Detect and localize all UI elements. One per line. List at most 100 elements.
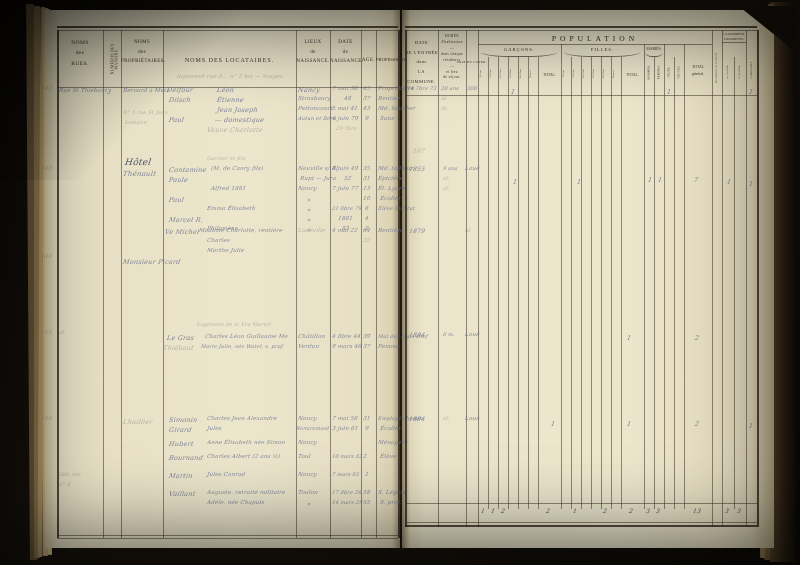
handwriting-entry: Thiébaut — [162, 344, 195, 352]
handwriting-entry: id. — [440, 96, 449, 102]
handwriting-entry: Rentière — [377, 228, 405, 234]
handwriting-entry: Loué — [464, 332, 481, 338]
handwriting-entry: Lhuillier — [122, 418, 154, 426]
handwriting-entry: id. — [442, 186, 451, 192]
handwriting-entry: Charles Albert (2 ans ½) — [206, 454, 281, 460]
rule-line — [528, 57, 529, 509]
handwriting-entry: Nancy — [297, 86, 321, 94]
handwriting-entry: 146 — [40, 416, 53, 422]
handwriting-entry: S. Légion — [377, 490, 407, 496]
col-header-date-naissance: DATE de NAISSANCE. — [330, 40, 364, 64]
rule-line — [296, 30, 297, 538]
age-bracket-label: 20 à 30 ans — [519, 69, 522, 79]
handwriting-entry: 1 — [572, 508, 578, 515]
handwriting-entry: 2 — [545, 508, 551, 515]
handwriting-entry: 2 — [628, 508, 634, 515]
col-header-loyer: PRIX DU LOYER. — [457, 59, 487, 64]
header-annotation: logement rue d… n° 2 bis — Vosges — [176, 74, 284, 80]
handwriting-entry: 1881 — [337, 216, 354, 222]
handwriting-entry: » — [306, 206, 312, 214]
handwriting-entry: 144 — [40, 254, 53, 260]
handwriting-entry: 13 — [362, 186, 371, 192]
filles-total-header: TOTAL. — [626, 73, 639, 77]
handwriting-entry: 9 — [364, 116, 370, 122]
handwriting-entry: 142 — [40, 86, 53, 92]
veuves-header: VEUVES. — [676, 65, 681, 79]
classe1-header: 1re CLASSE. — [726, 64, 729, 80]
rule-line — [488, 57, 489, 509]
handwriting-entry: — domestique — [214, 116, 265, 124]
handwriting-entry: 31 — [362, 176, 371, 182]
handwriting-entry: Écolier — [379, 426, 402, 432]
handwriting-entry: 20 ans — [440, 86, 460, 92]
page-edge — [34, 6, 40, 558]
garnisaires-header: GARNISAIRES. — [750, 60, 753, 79]
rule-line — [398, 30, 400, 538]
rule-line — [722, 42, 746, 43]
handwriting-entry: 9 mars 46 — [331, 344, 363, 350]
rule-line — [538, 57, 539, 509]
handwriting-entry: 32 — [362, 238, 371, 244]
handwriting-entry: S. prof. — [379, 500, 403, 506]
handwriting-entry: 167 — [412, 148, 426, 155]
handwriting-entry: Nancy — [297, 186, 318, 192]
handwriting-entry: 3 — [724, 508, 730, 515]
handwriting-entry: 3 — [736, 508, 742, 515]
handwriting-entry: 37 — [362, 96, 371, 102]
handwriting-entry: 4 — [364, 216, 370, 222]
handwriting-entry: Toul — [297, 454, 312, 460]
age-bracket-label: 30 ans et + — [529, 69, 532, 79]
handwriting-entry: 1884 — [408, 416, 426, 423]
handwriting-entry: Charles Léon Guillaume Me — [204, 334, 289, 340]
garcons-total-header: TOTAL. — [543, 73, 556, 77]
handwriting-entry: Hôtel — [124, 158, 152, 168]
handwriting-entry: 14 7bre 73 — [406, 86, 438, 92]
handwriting-entry: 7 juin 77 — [331, 186, 359, 192]
handwriting-entry: Bournand — [168, 454, 204, 462]
handwriting-entry: 37 — [362, 344, 371, 350]
maries-femmes-header: FEMMES. — [656, 64, 661, 80]
maries-group-header: MARIÉS. — [646, 47, 662, 51]
rule-line — [466, 30, 467, 527]
handwriting-entry: 4 8bre 44 — [331, 334, 362, 340]
handwriting-entry: » — [306, 216, 312, 224]
handwriting-entry: 145 — [40, 330, 53, 336]
handwriting-entry: Ménagère — [377, 440, 409, 446]
classement-group-header: CLASSEMENT LOGEMENTS. — [723, 32, 745, 42]
ledger-left-page — [45, 10, 400, 548]
handwriting-entry: 2 — [694, 334, 700, 342]
page-edge-stack-right — [770, 2, 796, 562]
handwriting-entry: 31 — [362, 416, 371, 422]
handwriting-entry: Girard — [168, 426, 193, 434]
handwriting-entry: 3 — [106, 88, 112, 96]
right-table: DATE DE L'ENTRÉE dans LA COMMUNE. DURÉE … — [405, 26, 759, 530]
handwriting-entry: Dilsch — [168, 96, 192, 104]
rule-line — [611, 57, 612, 509]
age-bracket-label: 15 à 20 ans — [509, 69, 512, 79]
handwriting-entry: 13 — [692, 508, 702, 515]
handwriting-entry: Nancy — [297, 440, 318, 446]
rule-line — [722, 30, 723, 527]
handwriting-entry: 6 m. — [442, 332, 456, 338]
filles-group-header: FILLES. — [590, 47, 615, 52]
col-header-locataires: NOMS DES LOCATAIRES. — [184, 58, 275, 64]
handwriting-entry: 7 mai 36 — [331, 86, 359, 92]
handwriting-entry: N° 5 rue St Jean — [122, 110, 169, 116]
handwriting-entry: 4 juin 79 — [331, 116, 359, 122]
age-bracket-label: 0 à 5 ans — [562, 70, 565, 78]
rule-line — [405, 30, 757, 31]
handwriting-entry: 2 — [602, 508, 608, 515]
handwriting-entry: 29 7bre — [335, 126, 358, 132]
rule-line — [757, 30, 759, 527]
rule-line — [581, 57, 582, 509]
handwriting-entry: Toulon — [297, 490, 319, 496]
handwriting-entry: Ve Michel — [164, 228, 200, 236]
maries-brace — [645, 52, 663, 57]
filles-brace — [564, 52, 640, 57]
age-bracket-label: 0 à 5 ans — [479, 70, 482, 78]
rule-line — [654, 57, 655, 509]
handwriting-entry: Nancy — [297, 416, 318, 422]
rule-line — [684, 44, 685, 509]
handwriting-entry: 1 — [657, 176, 663, 184]
handwriting-entry: 1879 — [408, 228, 426, 235]
